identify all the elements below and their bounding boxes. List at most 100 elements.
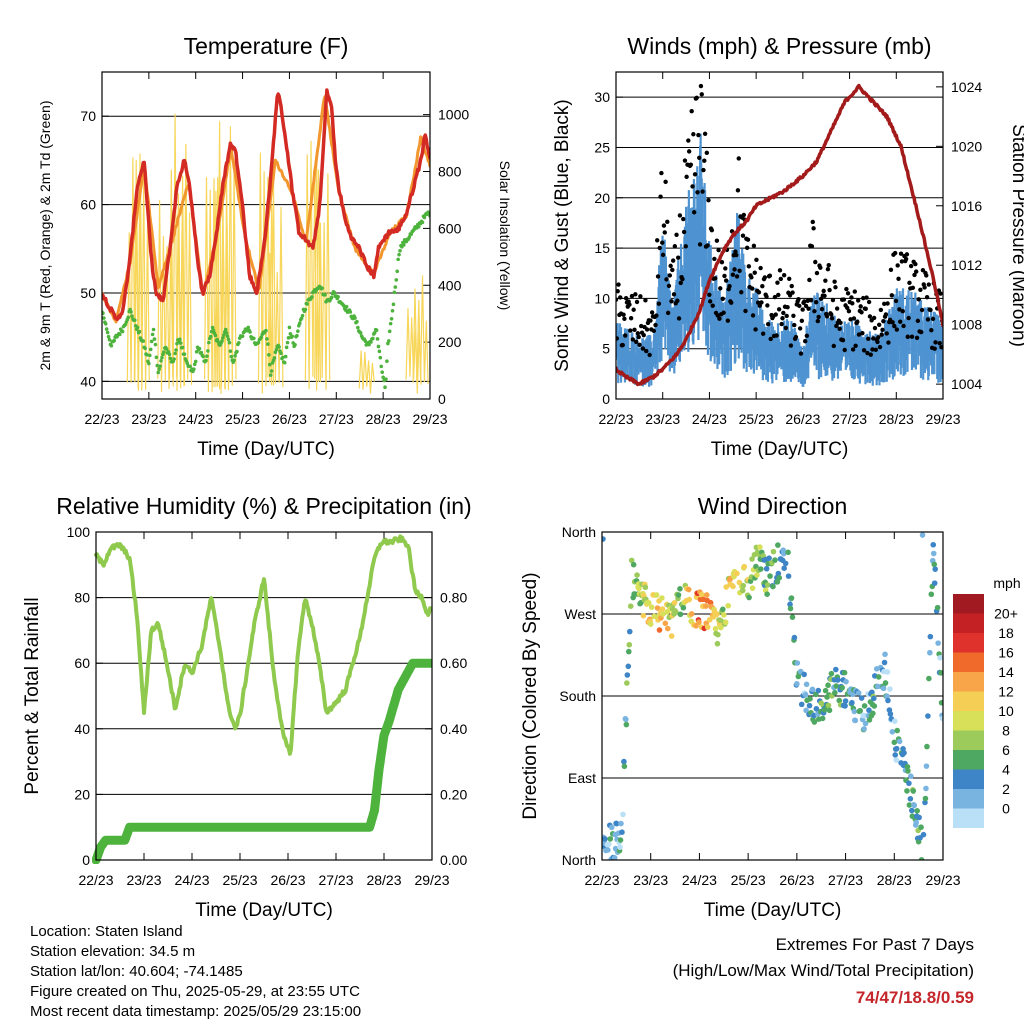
direction-point bbox=[923, 763, 930, 769]
dewpoint-point bbox=[369, 340, 373, 344]
gust-point bbox=[723, 278, 729, 283]
gust-point bbox=[870, 347, 875, 352]
direction-point bbox=[836, 697, 843, 704]
temp-xtick-label: 23/23 bbox=[131, 411, 166, 427]
gust-point bbox=[689, 108, 694, 114]
direction-point bbox=[839, 684, 845, 691]
gust-point bbox=[815, 318, 821, 324]
gust-point bbox=[630, 337, 636, 342]
direction-point bbox=[924, 743, 930, 750]
dewpoint-point bbox=[265, 337, 269, 341]
direction-point bbox=[630, 561, 637, 568]
gust-point bbox=[698, 83, 704, 89]
direction-point bbox=[706, 617, 713, 623]
dewpoint-point bbox=[120, 329, 125, 334]
gust-point bbox=[655, 238, 660, 243]
dewpoint-point bbox=[392, 290, 397, 295]
gust-point bbox=[807, 277, 812, 283]
dir-xtick-label: 25/23 bbox=[731, 872, 766, 888]
gust-point bbox=[913, 261, 918, 267]
dewpoint-point bbox=[204, 358, 208, 363]
direction-point bbox=[928, 591, 935, 598]
gust-point bbox=[718, 286, 723, 291]
direction-point bbox=[834, 677, 841, 683]
direction-point bbox=[608, 824, 615, 831]
dewpoint-point bbox=[248, 330, 252, 334]
gust-point bbox=[785, 305, 790, 310]
temp-ytick-right-label: 0 bbox=[438, 391, 446, 407]
gust-point bbox=[846, 309, 852, 314]
direction-point bbox=[720, 606, 726, 613]
wind-ytick-right-label: 1024 bbox=[951, 79, 982, 95]
direction-point bbox=[833, 666, 839, 673]
gust-point bbox=[878, 307, 884, 313]
gust-point bbox=[684, 174, 689, 180]
dewpoint-point bbox=[240, 334, 245, 339]
rh-ytick-label: 0 bbox=[82, 852, 90, 868]
dewpoint-point bbox=[341, 303, 346, 308]
gust-point bbox=[845, 305, 850, 311]
dewpoint-point bbox=[396, 257, 400, 262]
gust-point bbox=[787, 276, 792, 281]
wind-ylabel-right: Station Pressure (Maroon) bbox=[1008, 124, 1024, 347]
humidity-precip-panel: Relative Humidity (%) & Precipitation (i… bbox=[22, 493, 472, 921]
gust-point bbox=[775, 280, 780, 285]
gust-point bbox=[745, 237, 751, 242]
dewpoint-point bbox=[232, 358, 236, 362]
temp-ytick-right-label: 400 bbox=[438, 277, 462, 293]
direction-point bbox=[855, 690, 862, 696]
dewpoint-point bbox=[137, 329, 142, 334]
rh-xtick-label: 23/23 bbox=[126, 872, 161, 888]
gust-point bbox=[725, 318, 731, 323]
gust-point bbox=[781, 310, 786, 316]
gust-point bbox=[696, 132, 701, 138]
gust-point bbox=[727, 283, 732, 289]
gust-point bbox=[752, 270, 757, 275]
direction-point bbox=[620, 811, 626, 818]
dewpoint-point bbox=[427, 211, 430, 215]
direction-point bbox=[699, 591, 705, 598]
rh-xtick-label: 28/23 bbox=[366, 872, 401, 888]
gust-point bbox=[640, 346, 646, 351]
dir-ytick-label: North bbox=[562, 524, 596, 540]
dewpoint-point bbox=[259, 335, 264, 339]
direction-point bbox=[715, 631, 721, 638]
gust-point bbox=[926, 282, 931, 287]
speed-colorbar: mph 20+ 18 16 14 12 10 8 6 4 2 0 bbox=[953, 575, 1021, 828]
dewpoint-point bbox=[160, 355, 164, 360]
gust-point bbox=[856, 332, 862, 337]
solar-spike bbox=[314, 157, 331, 390]
gust-point bbox=[737, 268, 742, 274]
dewpoint-point bbox=[102, 311, 105, 316]
wind-ytick-right-label: 1004 bbox=[951, 376, 982, 392]
direction-point bbox=[852, 717, 859, 724]
colorbar-swatch bbox=[953, 691, 984, 711]
direction-point bbox=[645, 600, 652, 606]
dewpoint-point bbox=[233, 354, 237, 358]
gust-point bbox=[713, 276, 718, 281]
direction-point bbox=[770, 548, 777, 555]
gust-point bbox=[702, 131, 708, 136]
direction-point bbox=[754, 572, 760, 578]
direction-point bbox=[920, 831, 927, 838]
gust-point bbox=[896, 276, 901, 282]
gust-point bbox=[881, 318, 886, 324]
direction-point bbox=[660, 611, 666, 617]
footer-timestamp: Most recent data timestamp: 2025/05/29 2… bbox=[30, 1003, 362, 1020]
direction-point bbox=[740, 582, 747, 589]
dewpoint-point bbox=[129, 310, 133, 314]
gust-point bbox=[875, 339, 880, 345]
footer-created: Figure created on Thu, 2025-05-29, at 23… bbox=[30, 983, 360, 1000]
gust-point bbox=[686, 149, 692, 154]
direction-point bbox=[617, 837, 624, 843]
gust-point bbox=[829, 316, 835, 321]
gust-point bbox=[651, 328, 657, 334]
gust-point bbox=[837, 326, 842, 332]
gust-point bbox=[670, 258, 676, 263]
direction-point bbox=[922, 795, 929, 802]
wind-xtick-label: 24/23 bbox=[692, 411, 727, 427]
dewpoint-point bbox=[156, 370, 161, 375]
direction-point bbox=[927, 633, 934, 640]
dewpoint-point bbox=[148, 347, 153, 352]
direction-point bbox=[627, 603, 634, 609]
